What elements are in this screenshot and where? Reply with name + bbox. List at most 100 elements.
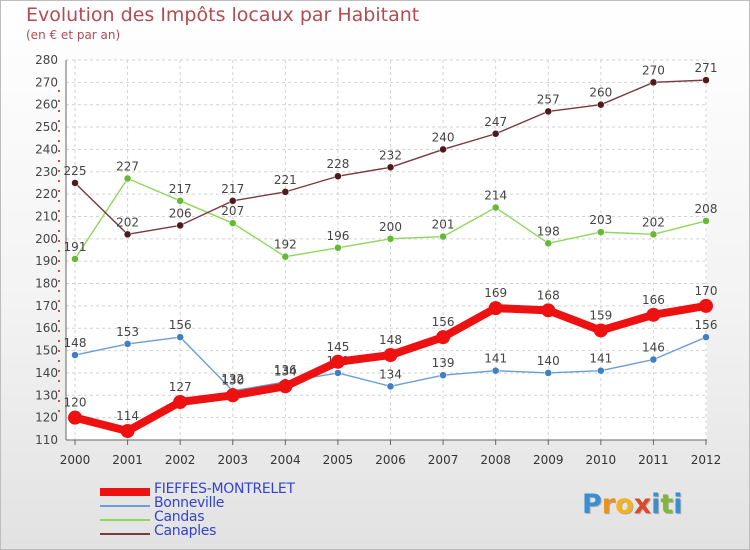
data-point-candas (544, 239, 552, 248)
data-point-bonneville (176, 333, 184, 341)
data-label-fieffes-montrelet: 169 (484, 286, 507, 300)
x-tick-label: 2001 (112, 453, 143, 467)
y-tick-label: 210 (35, 209, 58, 223)
x-tick-label: 2010 (586, 453, 617, 467)
logo-letter: t (660, 489, 674, 520)
data-label-bonneville: 134 (379, 367, 402, 381)
proxiti-logo: Proxiti (582, 489, 683, 520)
y-tick-label: 250 (35, 120, 58, 134)
data-label-fieffes-montrelet: 120 (64, 396, 87, 410)
data-point-candas (123, 174, 132, 183)
data-point-fieffes-montrelet (173, 395, 188, 409)
data-label-canaples: 206 (169, 206, 192, 220)
data-point-canaples (439, 145, 447, 154)
data-label-bonneville: 156 (695, 318, 718, 332)
data-point-candas (229, 219, 237, 227)
data-label-candas: 191 (64, 240, 87, 254)
data-label-bonneville: 148 (64, 336, 87, 350)
data-point-bonneville (597, 366, 605, 375)
data-label-candas: 198 (537, 224, 560, 238)
data-label-canaples: 247 (484, 115, 507, 129)
y-tick-label: 180 (35, 277, 58, 291)
data-point-bonneville (439, 371, 447, 379)
data-label-fieffes-montrelet: 114 (116, 409, 139, 423)
legend-label: Candas (154, 509, 205, 525)
data-label-candas: 227 (116, 159, 139, 173)
data-label-bonneville: 140 (537, 354, 560, 368)
data-point-fieffes-montrelet (278, 379, 293, 394)
data-point-canaples (386, 163, 395, 172)
data-label-canaples: 221 (274, 173, 297, 187)
data-point-bonneville (71, 351, 79, 359)
data-point-bonneville (544, 369, 552, 377)
data-label-canaples: 260 (589, 86, 612, 100)
data-label-bonneville: 141 (484, 352, 507, 366)
data-point-candas (281, 252, 290, 261)
data-label-bonneville: 136 (274, 363, 297, 377)
legend-swatch (100, 519, 150, 521)
legend-label: Bonneville (154, 495, 225, 511)
x-tick-label: 2003 (217, 453, 248, 467)
data-point-candas (176, 197, 184, 205)
data-point-fieffes-montrelet (593, 323, 608, 338)
data-label-fieffes-montrelet: 170 (695, 284, 718, 298)
y-tick-label: 220 (35, 187, 58, 201)
y-tick-label: 270 (35, 75, 58, 89)
data-point-fieffes-montrelet (488, 301, 503, 316)
legend-swatch (100, 505, 150, 507)
data-point-canaples (334, 172, 342, 180)
data-label-bonneville: 153 (116, 325, 139, 339)
data-point-canaples (649, 78, 658, 87)
data-label-fieffes-montrelet: 145 (326, 340, 349, 354)
data-point-fieffes-montrelet (646, 307, 661, 322)
data-point-canaples (491, 130, 500, 138)
data-label-canaples: 257 (537, 92, 560, 106)
plot-area (66, 60, 707, 440)
data-point-fieffes-montrelet (541, 303, 556, 318)
logo-letter: i (673, 489, 683, 520)
data-point-canaples (123, 230, 132, 239)
x-tick-label: 2007 (428, 453, 459, 467)
data-label-fieffes-montrelet: 168 (537, 288, 560, 302)
y-tick-label: 230 (35, 165, 58, 179)
data-point-candas (334, 244, 342, 252)
data-point-bonneville (386, 382, 395, 391)
data-point-fieffes-montrelet (330, 354, 345, 369)
data-label-bonneville: 139 (432, 356, 455, 370)
data-label-fieffes-montrelet: 134 (274, 364, 297, 378)
logo-letter: P (582, 489, 602, 520)
legend-swatch (100, 488, 150, 496)
data-label-fieffes-montrelet: 159 (589, 308, 612, 322)
logo-letter: o (615, 489, 634, 520)
y-tick-label: 150 (35, 344, 58, 358)
data-point-candas (71, 255, 79, 263)
data-label-fieffes-montrelet: 156 (432, 315, 455, 329)
data-label-candas: 202 (642, 215, 665, 229)
y-tick-label: 260 (35, 98, 58, 112)
x-tick-label: 2002 (165, 453, 196, 467)
data-point-fieffes-montrelet (225, 388, 240, 403)
data-label-candas: 203 (589, 213, 612, 227)
x-tick-label: 2006 (375, 453, 406, 467)
logo-letter: x (633, 489, 652, 520)
data-point-bonneville (123, 340, 132, 348)
y-tick-label: 280 (35, 53, 58, 67)
data-label-bonneville: 141 (589, 352, 612, 366)
data-point-candas (702, 217, 710, 225)
data-point-fieffes-montrelet (436, 330, 451, 345)
data-label-candas: 208 (695, 202, 718, 216)
data-point-candas (491, 203, 500, 212)
chart-title: Evolution des Impôts locaux par Habitant (26, 4, 420, 26)
data-point-fieffes-montrelet (120, 424, 135, 439)
data-label-canaples: 270 (642, 63, 665, 77)
y-tick-label: 130 (35, 388, 58, 402)
data-point-canaples (702, 76, 710, 84)
data-label-candas: 201 (432, 218, 455, 232)
data-label-fieffes-montrelet: 148 (379, 333, 402, 347)
y-tick-label: 190 (35, 254, 58, 268)
data-label-bonneville: 146 (642, 341, 665, 355)
data-label-candas: 192 (274, 238, 297, 252)
y-tick-label: 200 (35, 232, 58, 246)
data-label-candas: 214 (484, 189, 507, 203)
